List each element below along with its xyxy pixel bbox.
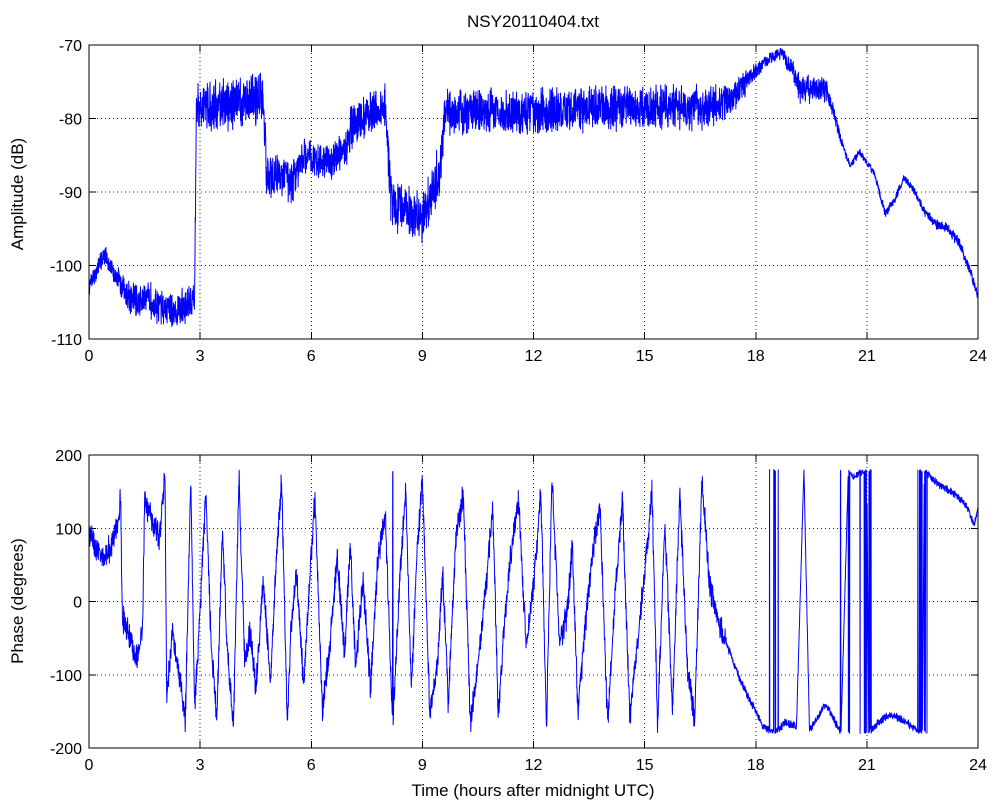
phase-x-tick-label-7: 21	[858, 757, 876, 774]
amplitude-x-tick-label-1: 3	[196, 348, 205, 365]
amplitude-x-tick-label-0: 0	[85, 348, 94, 365]
amplitude-chart: NSY20110404.txt Amplitude (dB) 0 3 6 9 12 15 1…	[8, 12, 987, 365]
amplitude-series-line	[88, 47, 979, 328]
phase-chart-plot-frame	[88, 454, 979, 749]
amplitude-chart-title: NSY20110404.txt	[467, 12, 599, 31]
phase-x-tick-label-2: 6	[307, 757, 316, 774]
amplitude-chart-y-axis-label: Amplitude (dB)	[8, 138, 27, 250]
phase-chart-y-axis-label: Phase (degrees)	[8, 538, 27, 664]
phase-x-tick-label-0: 0	[85, 757, 94, 774]
amplitude-chart-plot-frame	[88, 44, 979, 340]
amplitude-x-tick-label-7: 21	[858, 348, 876, 365]
phase-x-tick-label-1: 3	[196, 757, 205, 774]
phase-y-tick-label-1: -100	[50, 668, 82, 685]
amplitude-chart-ticks: 0 3 6 9 12 15 18 21 24 -110 -100 -90 -80 -70	[50, 38, 987, 365]
amplitude-x-tick-label-5: 15	[636, 348, 654, 365]
phase-series-line	[88, 469, 979, 734]
amplitude-x-tick-label-3: 9	[418, 348, 427, 365]
phase-y-tick-label-0: -200	[50, 741, 82, 758]
phase-y-tick-label-3: 100	[55, 521, 82, 538]
phase-x-tick-label-8: 24	[969, 757, 987, 774]
amplitude-x-tick-label-8: 24	[969, 348, 987, 365]
phase-y-tick-label-2: 0	[73, 595, 82, 612]
amplitude-x-tick-label-2: 6	[307, 348, 316, 365]
phase-y-tick-label-4: 200	[55, 448, 82, 465]
phase-x-tick-label-6: 18	[747, 757, 765, 774]
amplitude-x-tick-label-6: 18	[747, 348, 765, 365]
phase-chart-x-axis-label: Time (hours after midnight UTC)	[411, 781, 654, 800]
amplitude-y-tick-label-1: -100	[50, 259, 82, 276]
phase-chart: Phase (degrees) Time (hours after midnig…	[8, 448, 987, 800]
amplitude-y-tick-label-4: -70	[59, 38, 82, 55]
phase-x-tick-label-5: 15	[636, 757, 654, 774]
amplitude-y-tick-label-3: -80	[59, 112, 82, 129]
phase-x-tick-label-4: 12	[525, 757, 543, 774]
amplitude-y-tick-label-2: -90	[59, 185, 82, 202]
phase-x-tick-label-3: 9	[418, 757, 427, 774]
amplitude-x-tick-label-4: 12	[525, 348, 543, 365]
amplitude-y-tick-label-0: -110	[51, 332, 82, 349]
